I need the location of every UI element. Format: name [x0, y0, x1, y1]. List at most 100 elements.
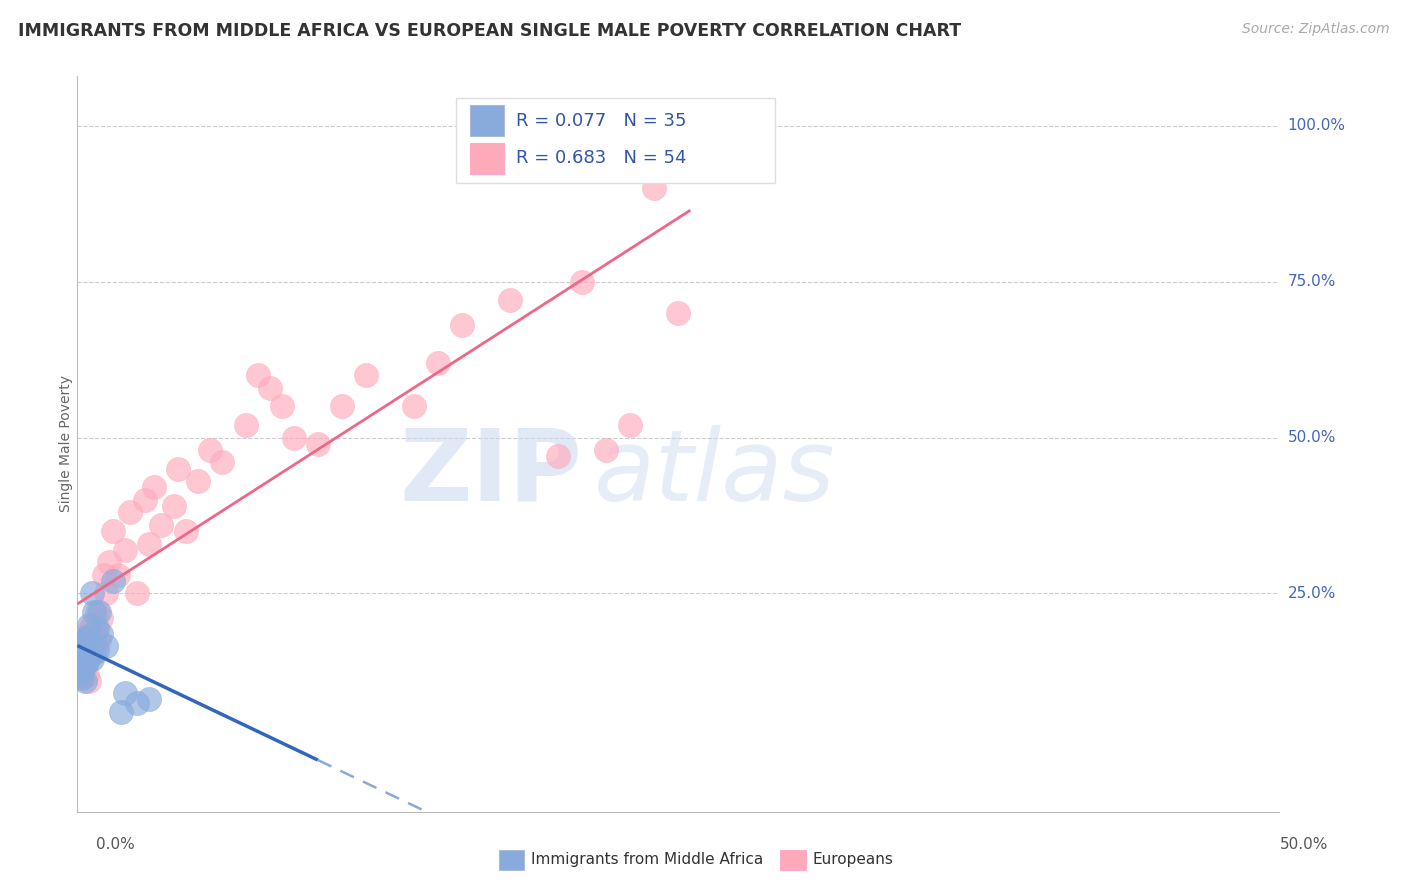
Point — [174, 524, 197, 538]
Point — [198, 442, 221, 457]
Point — [87, 633, 110, 648]
Point — [83, 605, 105, 619]
Point — [79, 673, 101, 688]
Point — [150, 517, 173, 532]
Point — [138, 536, 160, 550]
Point — [499, 293, 522, 308]
Point — [259, 381, 281, 395]
Point — [70, 642, 93, 657]
Point — [70, 636, 93, 650]
Point — [70, 655, 93, 669]
Point — [283, 431, 305, 445]
Point — [114, 686, 136, 700]
Point — [79, 648, 101, 663]
Point — [79, 617, 101, 632]
Point — [134, 492, 156, 507]
Text: R = 0.077   N = 35: R = 0.077 N = 35 — [516, 112, 686, 129]
Point — [73, 636, 96, 650]
Point — [96, 640, 118, 654]
Point — [427, 356, 450, 370]
Point — [90, 611, 112, 625]
Point — [114, 542, 136, 557]
Point — [186, 474, 209, 488]
Point — [69, 646, 91, 660]
Text: Source: ZipAtlas.com: Source: ZipAtlas.com — [1241, 22, 1389, 37]
Point — [69, 642, 91, 657]
FancyBboxPatch shape — [456, 98, 775, 183]
Point — [73, 652, 96, 666]
Point — [138, 692, 160, 706]
Point — [73, 646, 96, 660]
Text: atlas: atlas — [595, 425, 837, 522]
Point — [167, 461, 190, 475]
Point — [330, 400, 353, 414]
Point — [402, 400, 425, 414]
Point — [69, 646, 91, 660]
Point — [69, 661, 91, 675]
FancyBboxPatch shape — [471, 143, 505, 174]
Point — [643, 181, 665, 195]
Point — [76, 655, 98, 669]
Point — [83, 630, 105, 644]
Point — [235, 418, 257, 433]
Y-axis label: Single Male Poverty: Single Male Poverty — [59, 376, 73, 512]
Point — [76, 630, 98, 644]
Point — [69, 667, 91, 681]
Point — [73, 633, 96, 648]
Text: IMMIGRANTS FROM MIDDLE AFRICA VS EUROPEAN SINGLE MALE POVERTY CORRELATION CHART: IMMIGRANTS FROM MIDDLE AFRICA VS EUROPEA… — [18, 22, 962, 40]
Point — [270, 400, 292, 414]
Point — [79, 624, 101, 638]
Point — [211, 455, 233, 469]
Text: 100.0%: 100.0% — [1288, 119, 1346, 133]
Point — [451, 318, 474, 333]
Point — [246, 368, 269, 383]
Point — [90, 627, 112, 641]
Text: 75.0%: 75.0% — [1288, 274, 1336, 289]
Text: 0.0%: 0.0% — [96, 838, 135, 852]
Text: 25.0%: 25.0% — [1288, 586, 1336, 601]
Point — [76, 630, 98, 644]
Point — [93, 567, 115, 582]
Point — [69, 652, 91, 666]
Point — [70, 658, 93, 673]
Text: R = 0.683   N = 54: R = 0.683 N = 54 — [516, 149, 686, 167]
Point — [619, 418, 641, 433]
Point — [73, 673, 96, 688]
FancyBboxPatch shape — [471, 105, 505, 136]
Point — [86, 621, 108, 635]
Point — [73, 658, 96, 673]
Point — [547, 449, 569, 463]
Point — [668, 306, 690, 320]
Point — [86, 605, 108, 619]
Point — [668, 119, 690, 133]
Point — [86, 642, 108, 657]
Point — [80, 586, 103, 600]
Point — [80, 617, 103, 632]
Point — [73, 652, 96, 666]
Text: 50.0%: 50.0% — [1288, 430, 1336, 445]
Point — [96, 586, 118, 600]
Point — [76, 667, 98, 681]
Point — [70, 648, 93, 663]
Point — [70, 671, 93, 685]
Point — [103, 524, 125, 538]
Point — [80, 652, 103, 666]
Point — [162, 499, 184, 513]
Point — [595, 442, 617, 457]
Point — [143, 480, 166, 494]
Text: Europeans: Europeans — [813, 853, 894, 867]
Text: 50.0%: 50.0% — [1281, 838, 1329, 852]
Point — [127, 696, 149, 710]
Text: Immigrants from Middle Africa: Immigrants from Middle Africa — [531, 853, 763, 867]
Point — [87, 605, 110, 619]
Point — [655, 131, 678, 145]
Point — [97, 555, 120, 569]
Point — [70, 665, 93, 679]
Point — [76, 642, 98, 657]
Point — [83, 646, 105, 660]
Text: ZIP: ZIP — [399, 425, 582, 522]
Point — [107, 567, 129, 582]
Point — [307, 437, 329, 451]
Point — [354, 368, 377, 383]
Point — [120, 505, 142, 519]
